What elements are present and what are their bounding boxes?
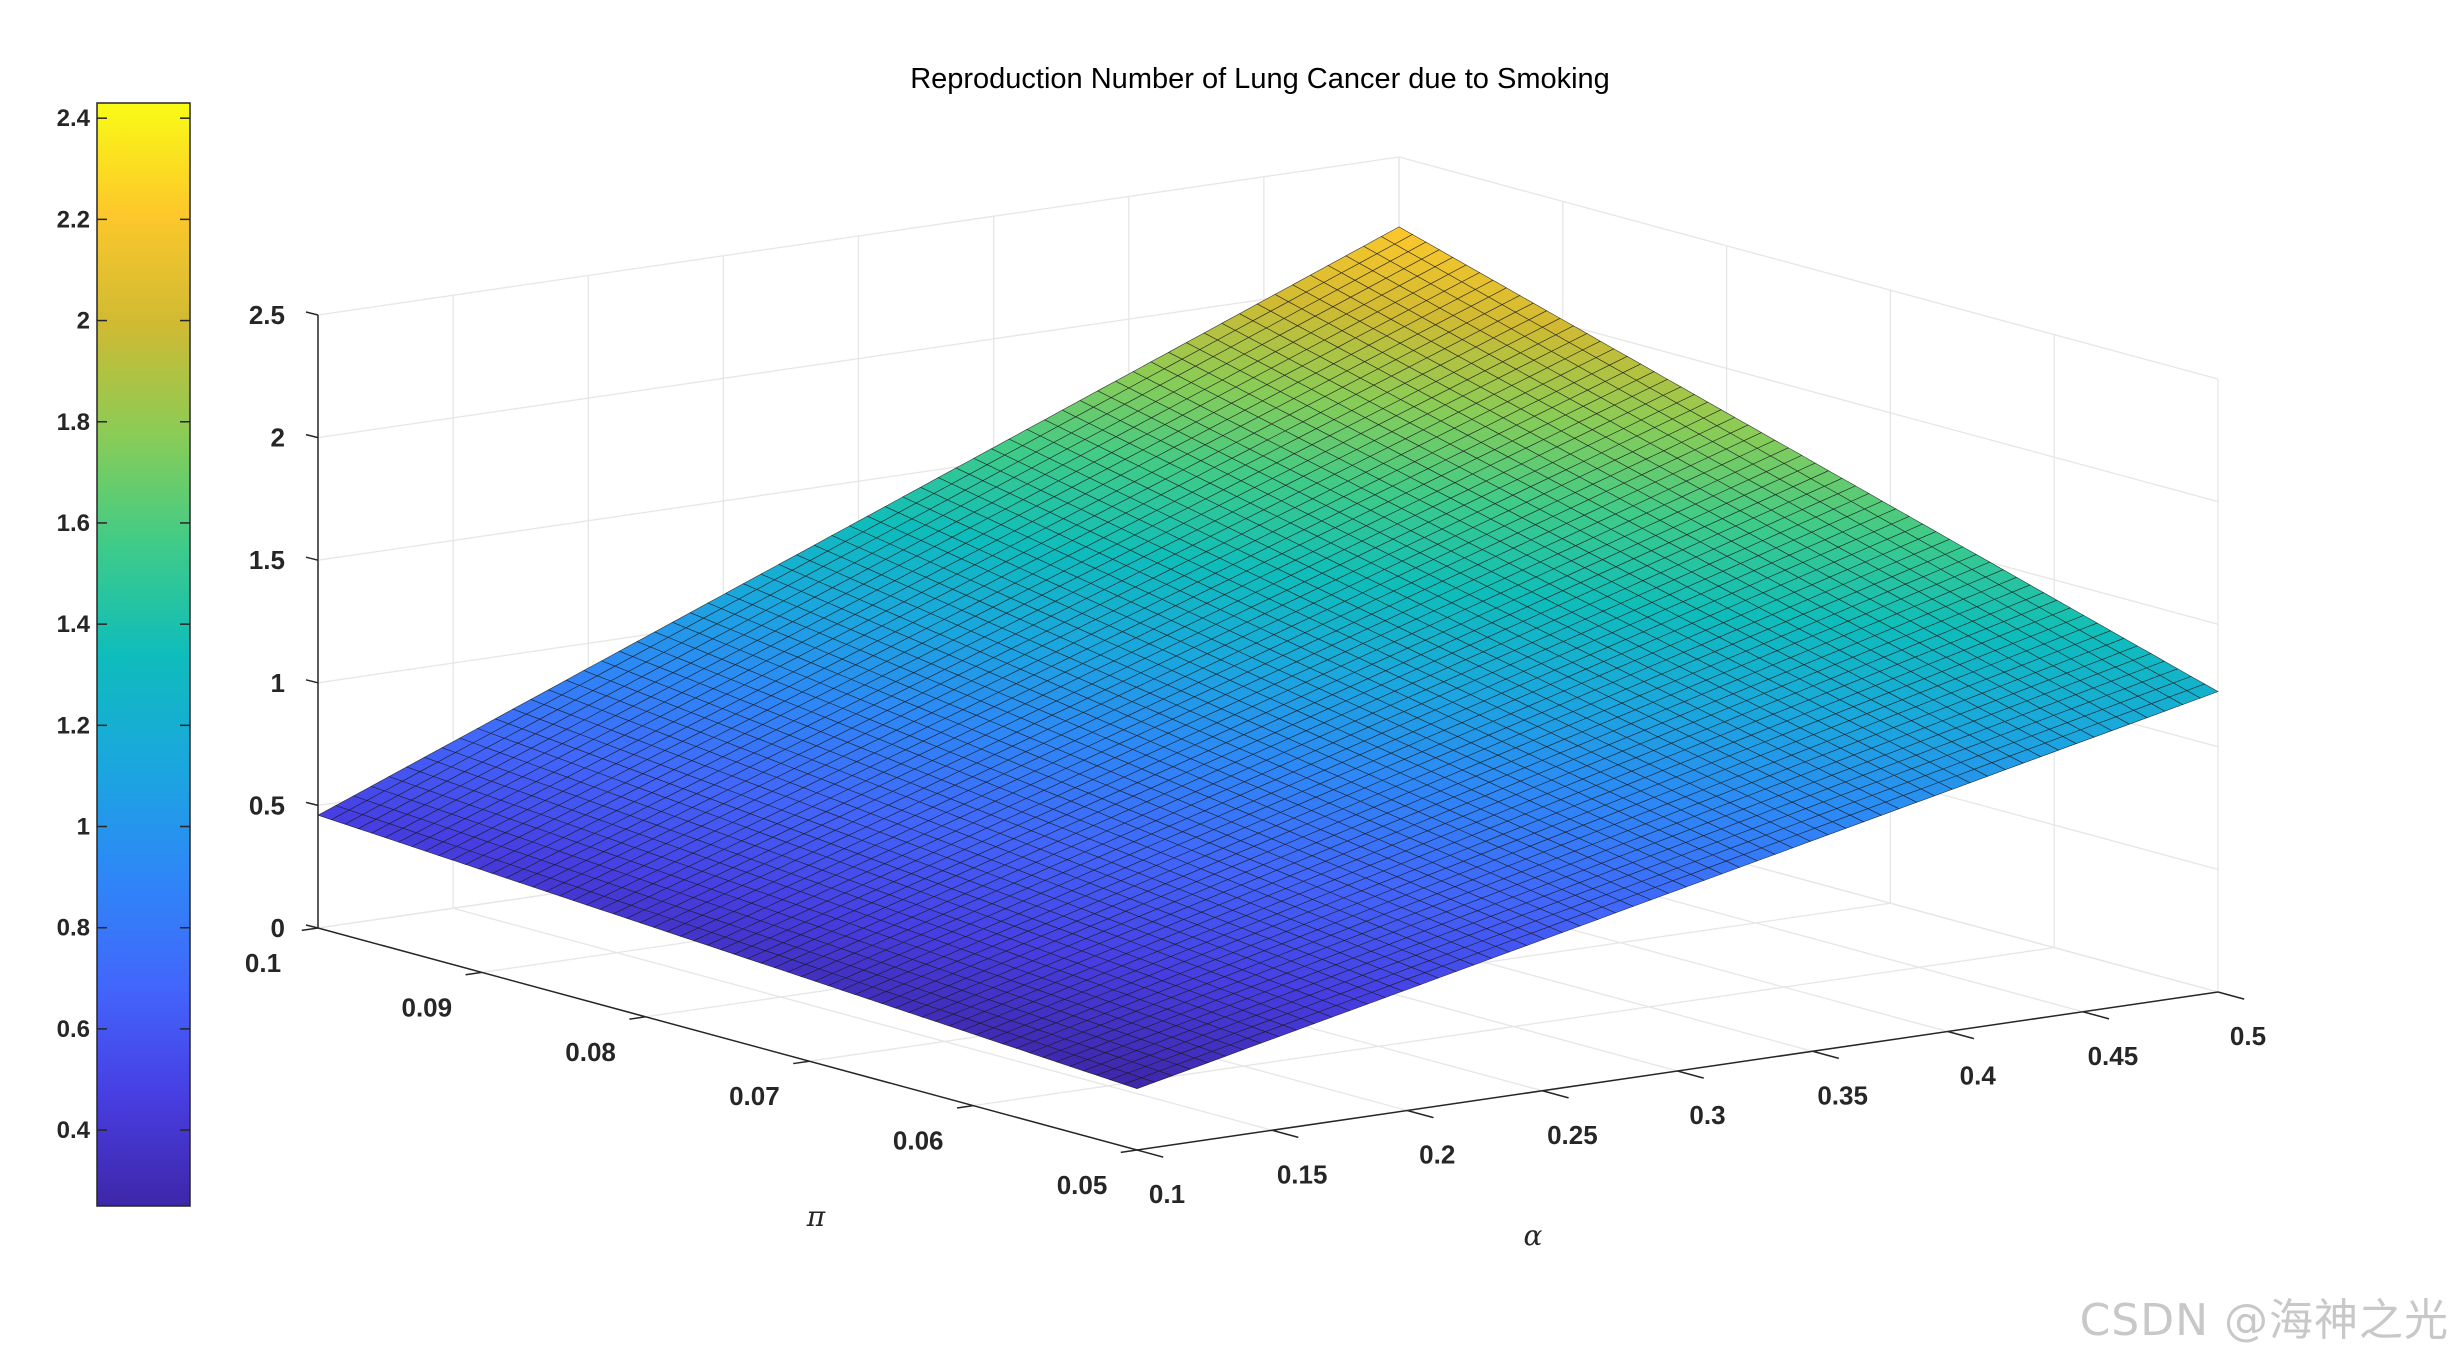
x-tick-mark — [2217, 991, 2245, 1000]
z-tick-label: 1.5 — [249, 545, 285, 575]
x-tick-label: 0.25 — [1547, 1120, 1598, 1150]
x-tick-mark — [2082, 1011, 2110, 1020]
y-tick-label: 0.07 — [729, 1081, 780, 1111]
y-tick-mark — [1120, 1149, 1138, 1154]
x-tick-mark — [1136, 1149, 1164, 1158]
x-tick-label: 0.45 — [2088, 1041, 2139, 1071]
colorbar-tick-label: 0.8 — [57, 915, 90, 942]
z-tick-mark — [305, 556, 319, 561]
y-tick-label: 0.08 — [565, 1037, 616, 1067]
z-tick-mark — [305, 433, 319, 439]
colorbar-tick-label: 2 — [77, 308, 90, 335]
x-tick-mark — [1542, 1090, 1569, 1099]
x-tick-label: 0.4 — [1960, 1061, 1997, 1091]
z-tick-mark — [305, 801, 319, 807]
z-tick-mark — [305, 679, 319, 684]
y-tick-label: 0.05 — [1057, 1170, 1108, 1200]
x-tick-mark — [1812, 1050, 1840, 1060]
colorbar-tick-label: 1.2 — [57, 712, 90, 739]
colorbar-tick-label: 2.2 — [57, 206, 90, 233]
colorbar: 0.4 0.6 0.8 1 1.2 1.4 1.6 1.8 2 2.2 2.4 — [57, 102, 191, 1207]
x-tick-mark — [1407, 1109, 1434, 1119]
y-tick-mark — [793, 1060, 810, 1065]
grid-wall-line — [317, 278, 1400, 439]
y-axis-line — [317, 927, 1138, 1151]
x-tick-mark — [1947, 1030, 1975, 1040]
y-axis-label: π — [806, 1200, 826, 1233]
x-tick-mark — [1271, 1129, 1299, 1139]
z-tick-label: 0 — [271, 913, 285, 943]
z-tick-label: 2 — [271, 423, 285, 453]
x-tick-label: 0.3 — [1689, 1100, 1725, 1130]
colorbar-tick-label: 1.4 — [57, 611, 91, 638]
colorbar-tick-label: 2.4 — [57, 105, 91, 132]
colorbar-tick-label: 1.8 — [57, 409, 90, 436]
chart-title: Reproduction Number of Lung Cancer due t… — [910, 63, 1610, 95]
x-tick-label: 0.15 — [1277, 1159, 1328, 1189]
x-tick-label: 0.5 — [2230, 1021, 2266, 1051]
x-tick-mark — [1677, 1070, 1704, 1079]
x-tick-label: 0.1 — [1149, 1179, 1185, 1209]
z-tick-mark — [305, 924, 319, 929]
watermark-text: CSDN @海神之光 — [2079, 1295, 2449, 1346]
y-tick-mark — [629, 1016, 646, 1020]
x-tick-label: 0.2 — [1419, 1140, 1455, 1170]
z-tick-label: 2.5 — [249, 300, 285, 330]
grid-wall-line — [1398, 156, 2219, 380]
y-tick-label: 0.06 — [893, 1126, 944, 1156]
z-tick-mark — [305, 311, 319, 316]
y-tick-label: 0.09 — [401, 992, 452, 1022]
y-tick-mark — [301, 927, 319, 932]
surface-mesh — [317, 226, 2219, 1090]
y-tick-label: 0.1 — [245, 948, 281, 978]
x-tick-label: 0.35 — [1817, 1080, 1868, 1110]
grid-wall-line — [317, 156, 1400, 316]
colorbar-tick-label: 1.6 — [57, 510, 90, 537]
y-tick-mark — [956, 1104, 974, 1109]
colorbar-tick-label: 1 — [77, 814, 90, 841]
colorbar-tick-label: 0.4 — [57, 1117, 91, 1144]
colorbar-fill — [96, 102, 191, 1207]
colorbar-tick-label: 0.6 — [57, 1016, 90, 1043]
z-tick-label: 1 — [271, 668, 285, 698]
z-tick-label: 0.5 — [249, 790, 285, 820]
y-tick-mark — [465, 971, 482, 976]
x-axis-label: α — [1524, 1219, 1543, 1252]
grid-floor-line — [452, 907, 1273, 1131]
